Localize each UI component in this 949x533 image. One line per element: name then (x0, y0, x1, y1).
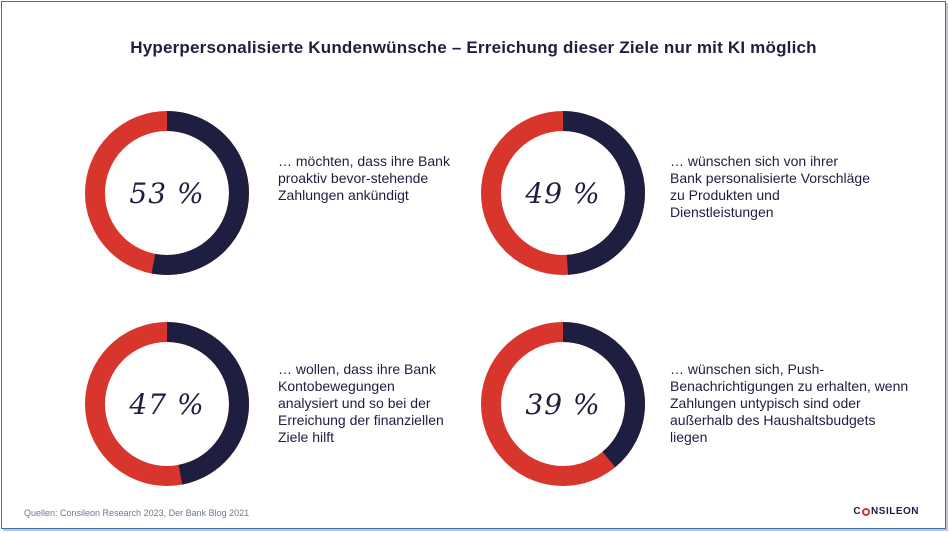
consileon-logo: C NSILEON (853, 506, 919, 517)
donut-description-3: … wollen, dass ihre Bank Kontobewegungen… (278, 361, 444, 445)
donut-chart-1: 53 % (83, 109, 251, 277)
donut-svg-1 (85, 111, 249, 275)
logo-ring-icon (862, 507, 871, 516)
donut-value-arc (481, 322, 645, 486)
donut-description-2: … wünschen sich von ihrer Bank personali… (670, 153, 871, 220)
donut-percentage-label: 39 % (525, 387, 601, 421)
donut-percentage-label: 53 % (129, 176, 205, 210)
donut-percentage-label: 49 % (525, 176, 601, 210)
donut-description-4: … wünschen sich, Push-Benachrichtigungen… (670, 361, 909, 445)
donut-description-1: … möchten, dass ihre Bank proaktiv bevor… (278, 153, 450, 203)
donut-svg-2 (481, 111, 645, 275)
donut-chart-2: 49 % (479, 109, 647, 277)
source-footnote: Quellen: Consileon Research 2023, Der Ba… (24, 508, 250, 518)
page-title: Hyperpersonalisierte Kundenwünsche – Err… (130, 38, 817, 57)
donut-value-arc (85, 111, 249, 275)
donut-value-arc (481, 111, 645, 275)
donut-value-arc (85, 322, 249, 486)
donut-chart-4: 39 % (479, 320, 647, 488)
logo-suffix: NSILEON (871, 506, 919, 517)
donut-chart-3: 47 % (83, 320, 251, 488)
donut-percentage-label: 47 % (129, 387, 205, 421)
donut-svg-3 (85, 322, 249, 486)
logo-prefix: C (853, 506, 862, 517)
donut-svg-4 (481, 322, 645, 486)
